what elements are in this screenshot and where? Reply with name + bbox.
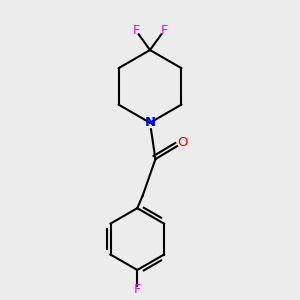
Text: F: F xyxy=(160,23,167,37)
Text: F: F xyxy=(133,23,140,37)
Text: O: O xyxy=(178,136,188,149)
Text: F: F xyxy=(134,284,141,296)
Text: N: N xyxy=(144,116,156,129)
